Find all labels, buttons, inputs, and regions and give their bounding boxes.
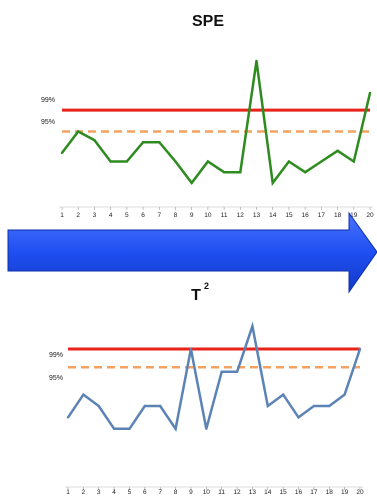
spe-x-tick-label: 7 (157, 212, 161, 219)
t2-data-point (328, 404, 331, 408)
t2-x-tick-label: 20 (356, 489, 364, 496)
spe-x-tick-label: 12 (237, 212, 245, 219)
spe-data-point (239, 171, 242, 174)
spe-data-point (77, 130, 80, 133)
spe-data-point (368, 91, 372, 95)
t2-x-tick-label: 10 (203, 489, 211, 496)
spe-data-point (304, 171, 307, 174)
spe-data-point (109, 160, 112, 163)
t2-x-tick-label: 6 (143, 489, 147, 496)
spe-data-point (141, 141, 145, 144)
t2-x-tick-label: 12 (233, 489, 241, 496)
spe-data-point (222, 171, 226, 174)
t2-data-point (343, 393, 346, 396)
t2-x-tick-label: 4 (112, 489, 116, 496)
spe-x-tick-label: 3 (93, 212, 97, 219)
spe-data-point (174, 160, 177, 163)
t2-chart: T 2 99% 95% 1 2 3 4 5 6 7 8 9 10 11 12 13 14 15 16 17 18 1… (49, 281, 364, 496)
spe-x-tick-label: 2 (76, 212, 80, 219)
t2-data-point (266, 404, 269, 408)
t2-data-point (235, 370, 239, 373)
arrow-shape (7, 211, 377, 294)
spe-x-tick-label: 16 (302, 212, 310, 219)
t2-chart-title: T (191, 287, 201, 304)
t2-limit-99-label: 99% (49, 352, 63, 359)
t2-x-tick-label: 15 (280, 489, 288, 496)
t2-x-tick-label: 2 (82, 489, 86, 496)
t2-x-tick-label: 5 (128, 489, 132, 496)
t2-data-point (205, 427, 208, 430)
spe-data-point (255, 59, 258, 63)
t2-data-point (297, 416, 300, 419)
t2-x-tick-label: 16 (295, 489, 303, 496)
t2-data-point (251, 325, 254, 328)
t2-chart-title-superscript: 2 (204, 281, 209, 291)
t2-x-tick-label: 3 (97, 489, 101, 496)
t2-x-tick-label: 11 (218, 489, 225, 496)
spe-x-tick-label: 1 (60, 212, 64, 219)
t2-data-point (358, 347, 362, 351)
spe-data-point (158, 141, 161, 144)
spe-x-tick-label: 10 (204, 212, 212, 219)
spe-x-tick-label: 18 (334, 212, 342, 219)
spe-x-tick-label: 8 (174, 212, 178, 219)
spe-x-tick-label: 9 (190, 212, 194, 219)
t2-data-point (112, 427, 116, 430)
spe-x-tick-label: 11 (221, 212, 228, 219)
t2-x-tick-label: 17 (310, 489, 318, 496)
spe-x-tick-label: 19 (350, 212, 358, 219)
spe-limit-99-label: 99% (41, 97, 55, 104)
t2-x-tick-label: 14 (264, 489, 272, 496)
spe-data-point (271, 181, 274, 185)
spe-x-tick-label: 13 (253, 212, 261, 219)
spe-data-point (60, 151, 64, 155)
spe-data-point (125, 160, 128, 163)
spe-data-point (320, 160, 323, 163)
spe-data-point (93, 138, 96, 142)
t2-limit-95-label: 95% (49, 375, 63, 382)
spe-x-tick-label: 4 (109, 212, 113, 219)
spe-x-tick-label: 5 (125, 212, 129, 219)
t2-data-point (66, 416, 70, 419)
t2-data-point (189, 347, 193, 351)
t2-data-point (174, 427, 177, 430)
t2-series-line (66, 321, 362, 433)
spe-chart: SPE 99% 95% 1 2 3 4 5 6 7 8 9 10 11 12 13 14 15 16 17 18 1… (41, 13, 374, 219)
t2-x-tick-label: 7 (158, 489, 162, 496)
t2-data-point (159, 404, 162, 408)
t2-data-point (220, 370, 223, 373)
t2-x-tick-label: 1 (66, 489, 70, 496)
spe-x-tick-label: 15 (285, 212, 293, 219)
spe-data-point (190, 181, 193, 185)
t2-x-tick-label: 8 (174, 489, 178, 496)
spe-x-tick-label: 20 (366, 212, 374, 219)
t2-x-tick-label: 18 (326, 489, 334, 496)
spe-x-tick-label: 14 (269, 212, 277, 219)
t2-data-point (128, 427, 131, 430)
t2-data-point (282, 393, 285, 396)
t2-data-point (82, 393, 85, 396)
t2-data-point (143, 404, 146, 408)
spe-x-tick-label: 6 (141, 212, 145, 219)
spe-series-line (61, 60, 372, 187)
spe-data-point (336, 149, 339, 152)
spe-x-tick-label: 17 (318, 212, 326, 219)
spe-data-point (352, 160, 355, 163)
spe-data-point (206, 160, 210, 163)
t2-x-tick-label: 13 (249, 489, 257, 496)
spe-limit-95-label: 95% (41, 119, 55, 126)
spe-data-point (287, 160, 291, 163)
t2-x-tick-label: 9 (189, 489, 193, 496)
t2-x-tick-label: 19 (341, 489, 349, 496)
spe-chart-title: SPE (192, 13, 224, 30)
t2-data-point (97, 404, 100, 408)
t2-data-point (312, 404, 316, 408)
